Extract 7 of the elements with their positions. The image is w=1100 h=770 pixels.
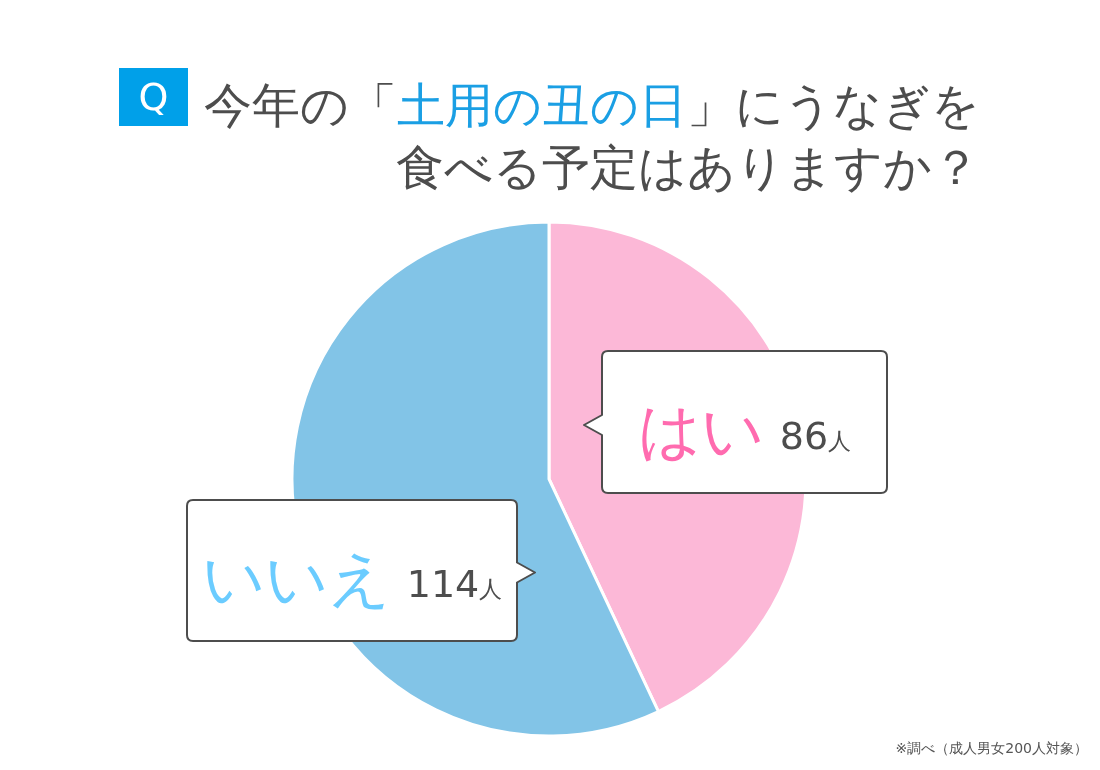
text: ※調べ（成人男女200人対象）	[895, 740, 1088, 756]
question-badge: Q	[119, 68, 188, 126]
data-label: 86人	[779, 413, 852, 458]
slice-label: いいえ	[201, 542, 391, 616]
slice-label: はい	[637, 393, 764, 467]
title: 今年の「土用の丑の日」にうなぎを食べる予定はありますか？	[204, 77, 980, 195]
data-label: 114人	[406, 562, 503, 607]
